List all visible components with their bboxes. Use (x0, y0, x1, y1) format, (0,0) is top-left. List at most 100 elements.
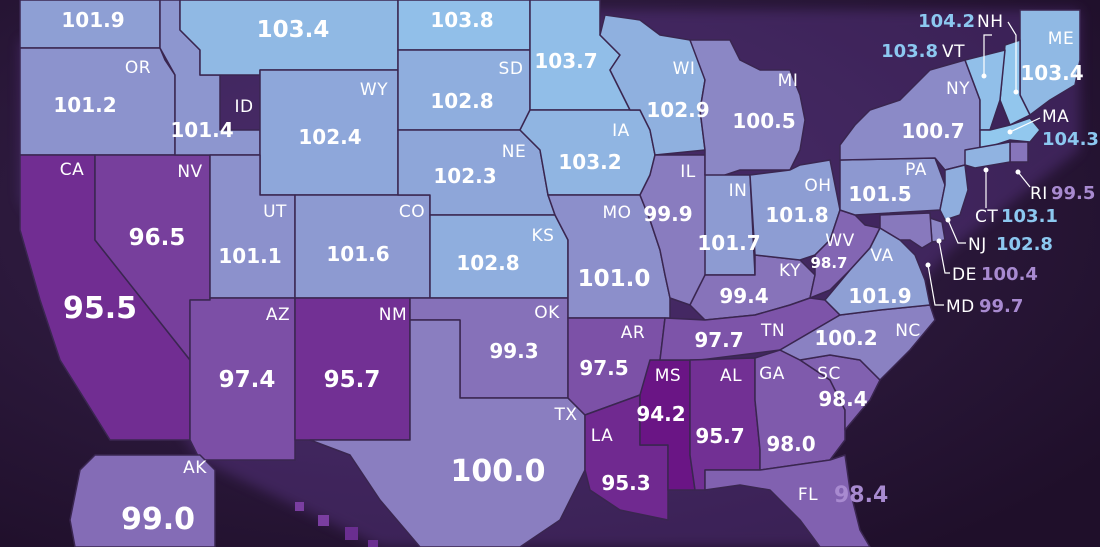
callout-value-de: 100.4 (981, 264, 1038, 285)
value-ny: 100.7 (901, 119, 964, 143)
value-nc: 100.2 (814, 326, 877, 350)
state-ri[interactable] (1009, 141, 1029, 163)
leader-md (927, 264, 944, 306)
leader-dot-nj (945, 217, 951, 223)
states-layer (19, 0, 1081, 547)
value-co: 101.6 (326, 242, 389, 266)
leader-vt (983, 34, 992, 76)
leader-nh (1007, 21, 1017, 92)
label-tn: TN (760, 321, 785, 341)
value-az: 97.4 (219, 367, 276, 393)
value-sd: 102.8 (430, 89, 493, 113)
label-nv: NV (177, 162, 202, 182)
state-ak[interactable] (69, 454, 216, 547)
value-sc: 98.4 (818, 387, 867, 411)
value-mt: 103.4 (257, 17, 330, 43)
state-md[interactable] (879, 212, 933, 249)
value-ms: 94.2 (636, 402, 685, 426)
value-me: 103.4 (1020, 61, 1083, 85)
callout-value-fl: 98.4 (834, 483, 888, 508)
value-wv: 98.7 (810, 254, 847, 272)
value-wy: 102.4 (298, 125, 361, 149)
callout-abbr-ct: CT (975, 207, 998, 227)
label-tx: TX (553, 405, 577, 425)
callout-value-ct: 103.1 (1001, 206, 1058, 227)
label-nc: NC (895, 321, 921, 341)
state-value-labels: 101.9 101.2 95.5 96.5 101.4 103.4 102.4 … (53, 8, 1083, 537)
value-ne: 102.3 (433, 164, 496, 188)
leader-de (938, 240, 950, 274)
leader-dot-md (925, 262, 931, 268)
label-la: LA (591, 426, 614, 446)
label-wv: WV (825, 231, 854, 251)
callout-value-nh: 104.2 (918, 11, 975, 32)
value-tn: 97.7 (694, 328, 743, 352)
value-wi: 102.9 (646, 98, 709, 122)
value-in: 101.7 (697, 231, 760, 255)
callout-abbr-ma: MA (1042, 107, 1069, 127)
label-ms: MS (655, 366, 681, 386)
state-va[interactable] (824, 227, 931, 316)
value-or: 101.2 (53, 93, 116, 117)
label-id: ID (234, 97, 253, 117)
callout-value-md: 99.7 (979, 296, 1023, 317)
state-fl[interactable] (704, 454, 871, 547)
callout-leaders (925, 21, 1041, 306)
callout-abbr-ri: RI (1030, 184, 1048, 204)
leader-dot-de (936, 238, 942, 244)
value-il: 99.9 (643, 202, 692, 226)
value-mo: 101.0 (578, 266, 651, 292)
label-il: IL (680, 162, 696, 182)
value-oh: 101.8 (765, 203, 828, 227)
value-ks: 102.8 (456, 251, 519, 275)
label-pa: PA (905, 160, 927, 180)
leader-dot-ma (1007, 129, 1013, 135)
label-co: CO (399, 202, 425, 222)
label-sd: SD (499, 59, 524, 79)
label-ny: NY (946, 79, 970, 99)
leader-ma (1009, 117, 1041, 133)
value-va: 101.9 (848, 284, 911, 308)
value-mn: 103.7 (534, 49, 597, 73)
value-id: 101.4 (170, 118, 233, 142)
label-ar: AR (621, 323, 645, 343)
value-ut: 101.1 (218, 244, 281, 268)
label-ky: KY (779, 261, 801, 281)
label-me: ME (1048, 29, 1074, 49)
label-or: OR (125, 58, 151, 78)
leader-dot-ct (983, 167, 989, 173)
label-mi: MI (778, 71, 799, 91)
value-ak: 99.0 (121, 502, 195, 537)
value-pa: 101.5 (848, 182, 911, 206)
island-squares (295, 502, 378, 547)
value-mi: 100.5 (732, 109, 795, 133)
label-ut: UT (263, 202, 287, 222)
label-sc: SC (817, 364, 841, 384)
callout-value-ri: 99.5 (1051, 183, 1095, 204)
value-ia: 103.2 (558, 150, 621, 174)
state-abbr-labels: OR CA NV ID WY UT CO AZ NM SD NE KS OK T… (60, 29, 1074, 505)
value-nd: 103.8 (430, 8, 493, 32)
label-ak: AK (183, 458, 207, 478)
callout-abbr-nh: NH (977, 12, 1004, 32)
callout-value-ma: 104.3 (1042, 129, 1099, 150)
callout-abbr-md: MD (946, 297, 975, 317)
label-nm: NM (379, 305, 407, 325)
value-nm: 95.7 (324, 367, 381, 393)
callout-abbr-vt: VT (942, 42, 965, 62)
label-ia: IA (612, 121, 630, 141)
state-ct[interactable] (964, 141, 1011, 169)
value-wa: 101.9 (61, 8, 124, 32)
callout-labels: 104.2 NH 103.8 VT MA 104.3 RI 99.5 CT 10… (834, 11, 1099, 508)
value-nv: 96.5 (129, 225, 186, 251)
value-ca: 95.5 (63, 291, 137, 326)
value-la: 95.3 (601, 471, 650, 495)
callout-value-nj: 102.8 (996, 234, 1053, 255)
leader-nj (947, 219, 966, 244)
label-wi: WI (673, 59, 696, 79)
leader-dot-nh (1013, 89, 1019, 95)
label-al: AL (720, 366, 742, 386)
state-nj[interactable] (939, 164, 969, 221)
label-ks: KS (532, 226, 555, 246)
